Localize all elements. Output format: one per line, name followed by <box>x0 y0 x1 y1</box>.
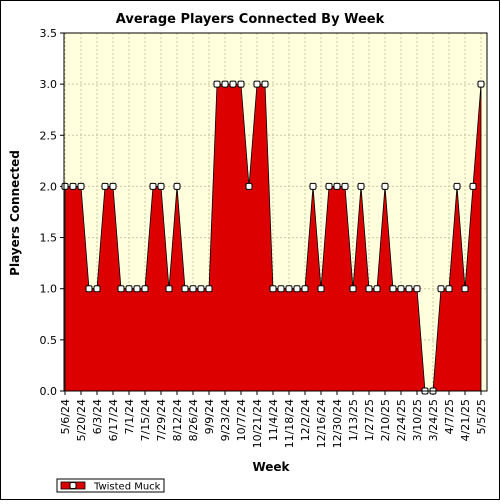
x-tick-label: 7/29/24 <box>155 399 168 441</box>
y-tick-label: 1.0 <box>40 283 58 296</box>
data-point <box>69 182 77 190</box>
data-point <box>149 182 157 190</box>
data-point <box>301 285 309 293</box>
data-point <box>477 80 485 88</box>
data-point <box>413 285 421 293</box>
data-point <box>277 285 285 293</box>
y-tick-label: 0.5 <box>40 334 58 347</box>
data-point <box>285 285 293 293</box>
data-point <box>61 182 69 190</box>
data-point <box>109 182 117 190</box>
data-point <box>397 285 405 293</box>
x-tick-label: 9/9/24 <box>203 399 216 434</box>
data-point <box>77 182 85 190</box>
x-tick-label: 5/5/25 <box>475 399 488 434</box>
y-tick-label: 3.5 <box>40 27 58 40</box>
chart-title: Average Players Connected By Week <box>116 12 385 27</box>
data-point <box>189 285 197 293</box>
x-tick-label: 8/26/24 <box>187 399 200 441</box>
data-point <box>373 285 381 293</box>
data-point <box>357 182 365 190</box>
x-tick-label: 10/7/24 <box>235 399 248 441</box>
legend: Twisted Muck <box>56 478 165 493</box>
data-point <box>333 182 341 190</box>
data-point <box>453 182 461 190</box>
data-point <box>461 285 469 293</box>
data-point <box>229 80 237 88</box>
data-point <box>349 285 357 293</box>
data-point <box>237 80 245 88</box>
data-point <box>469 182 477 190</box>
y-tick-label: 3.0 <box>40 78 58 91</box>
data-point <box>125 285 133 293</box>
data-point <box>253 80 261 88</box>
x-tick-label: 4/7/25 <box>443 399 456 434</box>
x-tick-label: 6/3/24 <box>91 399 104 434</box>
data-point <box>157 182 165 190</box>
data-point <box>325 182 333 190</box>
x-tick-label: 12/16/24 <box>315 399 328 448</box>
y-tick-label: 1.5 <box>40 232 58 245</box>
x-tick-label: 1/13/25 <box>347 399 360 441</box>
data-point <box>141 285 149 293</box>
x-axis-title: Week <box>252 460 290 474</box>
x-tick-label: 12/2/24 <box>299 399 312 441</box>
x-tick-label: 1/27/25 <box>363 399 376 441</box>
x-tick-label: 4/21/25 <box>459 399 472 441</box>
data-point <box>133 285 141 293</box>
x-tick-label: 11/4/24 <box>267 399 280 441</box>
data-point <box>389 285 397 293</box>
data-point <box>341 182 349 190</box>
y-tick-label: 2.0 <box>40 180 58 193</box>
x-tick-label: 8/12/24 <box>171 399 184 441</box>
data-point <box>173 182 181 190</box>
y-axis-title: Players Connected <box>8 150 22 276</box>
x-tick-label: 7/1/24 <box>123 399 136 434</box>
data-point <box>317 285 325 293</box>
x-tick-label: 5/6/24 <box>59 399 72 434</box>
data-point <box>261 80 269 88</box>
data-point <box>365 285 373 293</box>
x-tick-label: 7/15/24 <box>139 399 152 441</box>
x-tick-label: 5/20/24 <box>75 399 88 441</box>
data-point <box>381 182 389 190</box>
data-point <box>405 285 413 293</box>
data-point <box>309 182 317 190</box>
data-point <box>293 285 301 293</box>
data-point <box>197 285 205 293</box>
plot-border <box>63 32 488 392</box>
data-point <box>245 182 253 190</box>
data-point <box>213 80 221 88</box>
x-tick-label: 2/24/25 <box>395 399 408 441</box>
x-tick-label: 9/23/24 <box>219 399 232 441</box>
legend-marker <box>69 482 77 489</box>
x-tick-label: 3/24/25 <box>427 399 440 441</box>
x-tick-label: 12/30/24 <box>331 399 344 448</box>
data-point <box>101 182 109 190</box>
y-tick-label: 0.0 <box>40 385 58 398</box>
x-tick-label: 10/21/24 <box>251 399 264 448</box>
data-point <box>117 285 125 293</box>
data-point <box>437 285 445 293</box>
data-point <box>205 285 213 293</box>
data-point <box>93 285 101 293</box>
data-point <box>221 80 229 88</box>
data-point <box>181 285 189 293</box>
data-point <box>165 285 173 293</box>
x-tick-label: 11/18/24 <box>283 399 296 448</box>
data-point <box>269 285 277 293</box>
y-tick-label: 2.5 <box>40 129 58 142</box>
legend-label: Twisted Muck <box>93 482 161 493</box>
data-point <box>85 285 93 293</box>
plot-area: 0.0 0.5 1.0 1.5 2.0 2.5 3.0 3.5 5/6/24 5/20/24 6/3… <box>40 27 489 448</box>
x-tick-label: 3/10/25 <box>411 399 424 441</box>
x-tick-label: 6/17/24 <box>107 399 120 441</box>
data-point <box>445 285 453 293</box>
x-tick-label: 2/10/25 <box>379 399 392 441</box>
